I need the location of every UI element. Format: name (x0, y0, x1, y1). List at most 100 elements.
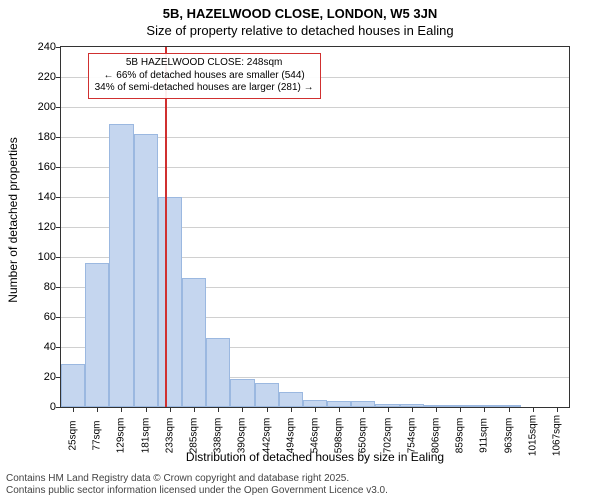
x-tick-mark (363, 408, 364, 412)
x-tick-mark (436, 408, 437, 412)
x-tick-mark (146, 408, 147, 412)
y-tick-label: 100 (26, 251, 56, 263)
x-tick-mark (170, 408, 171, 412)
y-tick-label: 240 (26, 41, 56, 53)
plot-area: 5B HAZELWOOD CLOSE: 248sqm← 66% of detac… (60, 46, 570, 408)
x-tick-label: 963sqm (503, 418, 514, 454)
y-tick-label: 80 (26, 281, 56, 293)
chart-subtitle: Size of property relative to detached ho… (0, 21, 600, 38)
annotation-box: 5B HAZELWOOD CLOSE: 248sqm← 66% of detac… (88, 53, 321, 99)
y-tick-mark (56, 287, 60, 288)
histogram-bar (206, 338, 230, 407)
x-tick-mark (194, 408, 195, 412)
y-tick-label: 40 (26, 341, 56, 353)
x-tick-mark (339, 408, 340, 412)
histogram-bar (303, 400, 327, 408)
histogram-bar (85, 263, 109, 407)
x-tick-label: 77sqm (92, 420, 103, 450)
histogram-bar (448, 405, 472, 407)
histogram-bar (496, 405, 520, 407)
chart-container: 5B, HAZELWOOD CLOSE, LONDON, W5 3JN Size… (0, 0, 600, 500)
y-tick-label: 140 (26, 191, 56, 203)
y-tick-label: 0 (26, 401, 56, 413)
histogram-bar (134, 134, 158, 407)
x-tick-label: 442sqm (261, 418, 272, 454)
x-tick-mark (121, 408, 122, 412)
x-tick-label: 754sqm (406, 418, 417, 454)
footer-line-2: Contains public sector information licen… (6, 485, 388, 497)
y-tick-mark (56, 167, 60, 168)
histogram-bar (472, 405, 496, 407)
y-tick-mark (56, 227, 60, 228)
y-tick-label: 60 (26, 311, 56, 323)
x-tick-label: 338sqm (213, 418, 224, 454)
histogram-bar (279, 392, 303, 407)
x-tick-label: 181sqm (140, 418, 151, 454)
histogram-bar (327, 401, 351, 407)
histogram-bar (109, 124, 133, 408)
x-tick-label: 233sqm (164, 418, 175, 454)
x-tick-label: 598sqm (334, 418, 345, 454)
x-tick-mark (460, 408, 461, 412)
x-tick-mark (291, 408, 292, 412)
y-tick-mark (56, 317, 60, 318)
histogram-bar (61, 364, 85, 408)
histogram-bar (230, 379, 254, 408)
y-tick-label: 220 (26, 71, 56, 83)
y-tick-mark (56, 77, 60, 78)
x-tick-label: 702sqm (382, 418, 393, 454)
y-tick-mark (56, 197, 60, 198)
x-tick-label: 806sqm (430, 418, 441, 454)
y-tick-mark (56, 257, 60, 258)
y-tick-label: 160 (26, 161, 56, 173)
x-tick-mark (97, 408, 98, 412)
histogram-bar (255, 383, 279, 407)
x-tick-label: 859sqm (455, 418, 466, 454)
y-tick-label: 20 (26, 371, 56, 383)
x-tick-mark (73, 408, 74, 412)
x-tick-mark (533, 408, 534, 412)
x-tick-mark (557, 408, 558, 412)
reference-line (165, 47, 167, 407)
histogram-bar (400, 404, 424, 407)
annotation-line: 34% of semi-detached houses are larger (… (95, 82, 314, 95)
x-tick-label: 546sqm (310, 418, 321, 454)
histogram-bar (182, 278, 206, 407)
y-tick-mark (56, 137, 60, 138)
y-axis-label: Number of detached properties (6, 137, 20, 302)
histogram-bar (351, 401, 375, 407)
annotation-line: ← 66% of detached houses are smaller (54… (95, 70, 314, 83)
x-tick-mark (484, 408, 485, 412)
x-tick-mark (509, 408, 510, 412)
annotation-line: 5B HAZELWOOD CLOSE: 248sqm (95, 57, 314, 70)
x-tick-label: 390sqm (237, 418, 248, 454)
chart-title: 5B, HAZELWOOD CLOSE, LONDON, W5 3JN (0, 0, 600, 21)
x-tick-label: 650sqm (358, 418, 369, 454)
x-tick-mark (412, 408, 413, 412)
x-tick-mark (315, 408, 316, 412)
y-tick-mark (56, 347, 60, 348)
footer-attribution: Contains HM Land Registry data © Crown c… (6, 473, 388, 497)
x-tick-mark (388, 408, 389, 412)
x-tick-label: 25sqm (68, 420, 79, 450)
y-tick-label: 200 (26, 101, 56, 113)
x-tick-label: 911sqm (479, 418, 490, 453)
y-tick-mark (56, 107, 60, 108)
y-tick-label: 120 (26, 221, 56, 233)
y-tick-label: 180 (26, 131, 56, 143)
y-tick-mark (56, 47, 60, 48)
y-tick-mark (56, 377, 60, 378)
histogram-bar (158, 197, 182, 407)
x-tick-mark (267, 408, 268, 412)
gridline-h (61, 107, 569, 108)
footer-line-1: Contains HM Land Registry data © Crown c… (6, 473, 388, 485)
x-tick-label: 129sqm (116, 418, 127, 454)
x-tick-mark (218, 408, 219, 412)
x-tick-mark (242, 408, 243, 412)
y-tick-mark (56, 407, 60, 408)
x-tick-label: 494sqm (285, 418, 296, 454)
histogram-bar (375, 404, 399, 407)
x-axis-label: Distribution of detached houses by size … (60, 450, 570, 464)
histogram-bar (424, 405, 448, 407)
x-tick-label: 285sqm (189, 418, 200, 454)
